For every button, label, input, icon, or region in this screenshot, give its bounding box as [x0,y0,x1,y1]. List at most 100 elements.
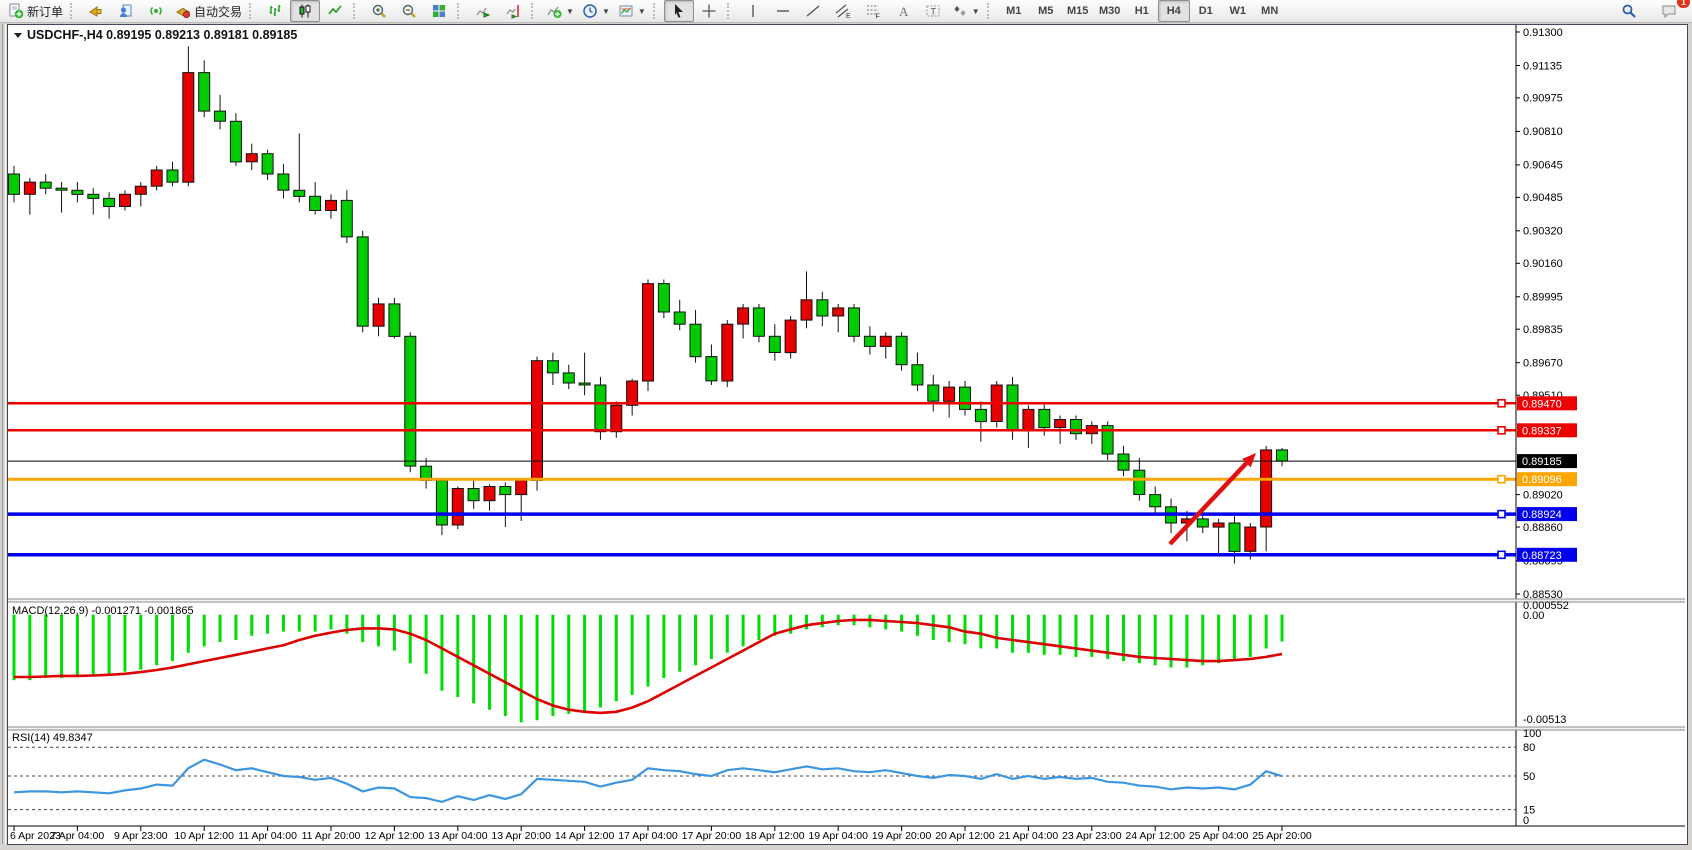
svg-text:80: 80 [1523,742,1535,754]
svg-text:T: T [930,7,936,17]
timeframe-W1[interactable]: W1 [1229,5,1246,17]
toolbar-grip[interactable] [249,3,256,19]
svg-text:0.88723: 0.88723 [1522,550,1562,562]
toolbar-grip[interactable] [652,3,660,19]
timeframe-D1[interactable]: D1 [1198,5,1213,17]
line-chart-icon [328,5,342,15]
arrows-button[interactable]: ▼ [948,0,984,22]
svg-text:0.89995: 0.89995 [1523,292,1563,304]
auto-trading-button[interactable]: 自动交易 [171,0,246,22]
trendline-icon [806,5,820,17]
periods-button[interactable]: ▼ [578,0,614,22]
main-toolbar: 新订单 自动交易 ▼ ▼ [0,0,1692,23]
svg-text:11 Apr 04:00: 11 Apr 04:00 [238,830,297,842]
new-order-button[interactable]: 新订单 [4,0,67,22]
timeframe-toolbar: M1 M5 M15 M30 H1 H4 D1 W1 MN [998,0,1286,22]
auto-trading-icon [176,7,191,18]
svg-text:RSI(14) 49.8347: RSI(14) 49.8347 [12,732,93,744]
svg-text:F: F [875,14,879,20]
text-button[interactable]: A [888,0,918,22]
notifications-button[interactable]: 1 [1654,0,1690,22]
svg-text:0.90485: 0.90485 [1523,192,1563,204]
toolbar-grip[interactable] [457,3,464,19]
window-edge [2,24,6,844]
text-label-icon: T [926,5,940,17]
candlestick-chart-button[interactable] [290,0,321,22]
text-label-button[interactable]: T [918,0,948,22]
chart-shift-button[interactable] [498,0,528,22]
toolbar-grip[interactable] [726,3,734,19]
svg-text:0.89835: 0.89835 [1523,324,1563,336]
timeframe-M15[interactable]: M15 [1067,5,1089,17]
auto-scroll-icon [476,7,491,18]
svg-text:17 Apr 04:00: 17 Apr 04:00 [618,830,678,842]
toolbar-grip[interactable] [986,3,994,19]
crosshair-button[interactable] [694,0,724,22]
indicators-icon [547,6,562,18]
timeframe-M1[interactable]: M1 [1006,5,1022,17]
svg-text:-0.00513: -0.00513 [1523,714,1566,726]
signals-button[interactable] [141,0,171,22]
svg-text:12 Apr 12:00: 12 Apr 12:00 [365,830,425,842]
horizontal-line-icon [776,10,789,12]
new-order-label: 新订单 [27,4,64,19]
toolbar-grip[interactable] [353,3,360,19]
zoom-out-button[interactable] [394,0,424,22]
cursor-button[interactable] [663,0,694,22]
chart-canvas[interactable]: 0.91300 0.91135 0.90975 0.90810 0.90645 0.904… [8,25,1685,842]
chat-bubble-icon [1662,5,1676,19]
svg-text:0: 0 [1523,815,1529,827]
svg-text:0.91300: 0.91300 [1523,27,1563,39]
candlestick-chart-icon [299,4,311,18]
toolbar-grip[interactable] [531,3,538,19]
indicators-caret-icon: ▼ [566,6,574,16]
new-order-icon [9,3,24,19]
search-button[interactable] [1614,0,1644,22]
svg-text:9 Apr 23:00: 9 Apr 23:00 [114,830,168,842]
svg-text:13 Apr 20:00: 13 Apr 20:00 [491,830,551,842]
timeframe-H1[interactable]: H1 [1134,5,1149,17]
timeframe-M30[interactable]: M30 [1099,5,1121,17]
auto-scroll-button[interactable] [468,0,498,22]
svg-text:E: E [846,13,851,19]
indicators-button[interactable]: ▼ [542,0,578,22]
vertical-line-button[interactable] [738,0,768,22]
crosshair-icon [702,4,716,18]
svg-text:21 Apr 04:00: 21 Apr 04:00 [999,830,1059,842]
trendline-button[interactable] [798,0,828,22]
vertical-line-icon [752,5,754,17]
auto-trading-label: 自动交易 [194,4,243,19]
arrows-caret-icon: ▼ [971,6,980,16]
svg-text:0.88924: 0.88924 [1522,509,1562,521]
timeframe-MN[interactable]: MN [1261,5,1279,17]
svg-text:0.90975: 0.90975 [1523,93,1563,105]
signals-icon [150,6,162,16]
notification-badge: 1 [1676,0,1690,8]
timeframe-M5[interactable]: M5 [1038,5,1054,17]
timeframe-H4[interactable]: H4 [1157,0,1190,22]
svg-text:0.89337: 0.89337 [1522,425,1562,437]
svg-text:0.89470: 0.89470 [1522,398,1562,410]
equidistant-channel-button[interactable]: E [828,0,858,22]
chart-shift-icon [506,5,519,19]
svg-text:17 Apr 20:00: 17 Apr 20:00 [682,830,742,842]
svg-text:USDCHF-,H4 0.89195 0.89213 0.: USDCHF-,H4 0.89195 0.89213 0.89181 0.891… [27,28,297,42]
zoom-out-icon [402,4,416,18]
chart-window[interactable]: 0.91300 0.91135 0.90975 0.90810 0.90645 0.904… [7,24,1688,845]
line-chart-button[interactable] [320,0,350,22]
toolbar-grip[interactable] [70,3,77,19]
svg-text:19 Apr 04:00: 19 Apr 04:00 [808,830,868,842]
fibonacci-button[interactable]: F [858,0,888,22]
horizontal-line-button[interactable] [768,0,798,22]
templates-button[interactable]: ▼ [614,0,650,22]
svg-text:MACD(12,26,9) -0.001271 -0.001: MACD(12,26,9) -0.001271 -0.001865 [12,605,194,617]
tile-windows-button[interactable] [424,0,454,22]
zoom-in-button[interactable] [364,0,394,22]
svg-text:15: 15 [1523,805,1535,817]
bar-chart-button[interactable] [260,0,290,22]
text-icon: A [899,4,909,19]
megaphone-icon [89,6,102,17]
svg-text:19 Apr 20:00: 19 Apr 20:00 [872,830,932,842]
market-report-button[interactable] [111,0,141,22]
megaphone-button[interactable] [81,0,111,22]
